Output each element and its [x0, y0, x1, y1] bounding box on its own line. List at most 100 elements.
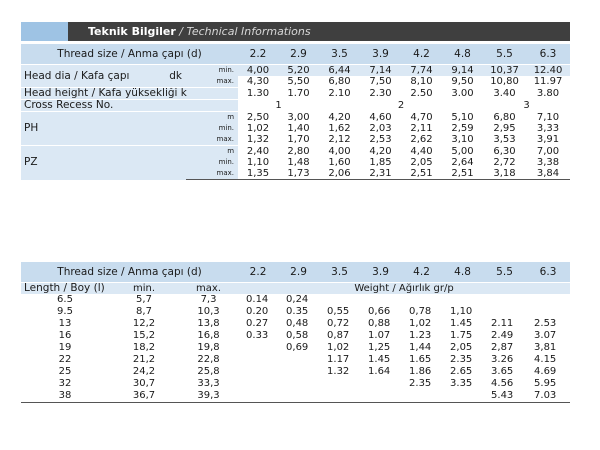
- head-height-label: Head height / Kafa yüksekliği k: [21, 87, 239, 100]
- table-cell: 2,72: [493, 157, 516, 168]
- weight-value: 3,81: [534, 342, 557, 353]
- weight-value: [483, 294, 526, 306]
- table-cell: 1.70: [278, 87, 320, 100]
- weight-value: [238, 366, 278, 378]
- weight-value: 1,44: [409, 342, 432, 353]
- min-header: min.: [109, 282, 179, 294]
- weight-value: [360, 378, 401, 390]
- table-cell: 2,51: [401, 168, 443, 180]
- table-subheader-row: Length / Boy (l) min. max. Weight / Ağırlık…: [21, 282, 571, 294]
- table-cell: 4,60: [360, 111, 402, 123]
- weight-value: [401, 390, 443, 403]
- length-max: 13,8: [197, 318, 220, 329]
- weight-value: 2.49: [491, 330, 514, 341]
- table-cell: 5,20: [278, 64, 320, 76]
- weight-value: [360, 294, 401, 306]
- table-cell: 1,60: [328, 157, 351, 168]
- table-cell: 1,40: [287, 123, 310, 134]
- table-cell: 7,50: [369, 76, 392, 87]
- weight-value: 7.03: [526, 390, 571, 403]
- weight-value: [360, 390, 402, 403]
- length-value: 16: [58, 330, 72, 341]
- table-cell: 7,00: [526, 145, 571, 157]
- length-min: 30,7: [132, 378, 156, 389]
- size-header: 3.5: [319, 44, 361, 65]
- min-label: min.: [186, 157, 239, 168]
- table-cell: 10,80: [490, 76, 519, 87]
- length-value: 38: [21, 390, 109, 403]
- size-header: 4.2: [401, 44, 443, 65]
- weight-value: [526, 306, 570, 318]
- table-cell: 9,14: [442, 64, 484, 76]
- head-dia-text: Head dia / Kafa çapı: [24, 69, 130, 82]
- weight-value: 1.45: [450, 318, 473, 329]
- size-header: 3.9: [360, 262, 402, 283]
- weight-value: [526, 294, 570, 306]
- table-cell: 2: [319, 99, 484, 112]
- length-min: 12,2: [132, 318, 156, 329]
- length-min: 8,7: [136, 306, 152, 317]
- banner-title-italic: / Technical Informations: [175, 25, 311, 38]
- table-header-row: Thread size / Anma çapı (d) 2.2 2.9 3.5 3.9 4…: [21, 262, 571, 283]
- weight-value: 0.14: [246, 294, 269, 305]
- size-header: 6.3: [526, 44, 571, 65]
- weight-value: 0,69: [286, 342, 309, 353]
- table-row: min. 1,10 1,48 1,60 1,85 2,05 2,64 2,72 3,38: [21, 157, 570, 168]
- table-cell: 5,10: [442, 111, 484, 123]
- weight-value: [442, 294, 483, 306]
- table-cell: 9,50: [451, 76, 474, 87]
- weight-value: 5.95: [534, 378, 557, 389]
- table-cell: 2.30: [360, 87, 402, 100]
- weight-value: 0,78: [409, 306, 432, 317]
- length-header: Length / Boy (l): [21, 282, 109, 294]
- size-header: 4.8: [442, 44, 484, 65]
- weight-value: 0,55: [327, 306, 350, 317]
- size-header: 4.2: [401, 262, 443, 283]
- table-cell: 12.40: [526, 64, 571, 76]
- table-cell: 3,53: [493, 134, 516, 145]
- table-cell: 6,30: [483, 145, 527, 157]
- weight-value: 3.26: [491, 354, 514, 365]
- length-max: 19,8: [197, 342, 220, 353]
- table-cell: 4,20: [319, 111, 361, 123]
- table-cell: 2,53: [369, 134, 392, 145]
- weight-value: 1.17: [327, 354, 350, 365]
- max-label: max.: [186, 134, 239, 146]
- head-dia-label: Head dia / Kafa çapı dk: [21, 64, 186, 88]
- weight-value: 2.65: [450, 366, 473, 377]
- weight-value: 1,02: [327, 342, 350, 353]
- length-min: 5,7: [136, 294, 152, 305]
- table-cell: 2.10: [319, 87, 361, 100]
- table-cell: 6,80: [483, 111, 527, 123]
- table-cell: 1,02: [246, 123, 270, 134]
- table-cell: 2,12: [328, 134, 351, 145]
- size-header: 2.9: [278, 262, 320, 283]
- weight-value: 3.35: [450, 378, 473, 389]
- table-cell: 4,00: [238, 64, 279, 76]
- weight-value: [483, 306, 526, 318]
- section-banner: Teknik Bilgiler / Technical Informations: [21, 22, 570, 41]
- table-cell: 1,10: [246, 157, 270, 168]
- weight-value: [278, 354, 319, 366]
- weight-value: 3.65: [491, 366, 514, 377]
- ph-label: PH: [21, 111, 186, 146]
- table-cell: 1,70: [287, 134, 310, 145]
- weight-value: 0,72: [327, 318, 350, 329]
- length-min: 18,2: [132, 342, 156, 353]
- table-cell: 1,48: [287, 157, 310, 168]
- weight-value: 3.07: [534, 330, 557, 341]
- weight-value: 1,10: [450, 306, 473, 317]
- table-cell: 3.40: [483, 87, 527, 100]
- table-cell: 1,35: [238, 168, 279, 180]
- weight-value: [401, 294, 442, 306]
- pz-label: PZ: [21, 145, 186, 180]
- table-cell: 2,40: [238, 145, 279, 157]
- m-label: m: [186, 145, 239, 157]
- table-cell: 4,20: [360, 145, 402, 157]
- length-min: 15,2: [132, 330, 156, 341]
- m-label: m: [186, 111, 239, 123]
- table-cell: 1,62: [328, 123, 351, 134]
- size-header: 3.5: [319, 262, 361, 283]
- table-row: 32 30,7 33,3 2.35 3.35 4.56 5.95: [21, 378, 570, 390]
- weight-value: [319, 294, 360, 306]
